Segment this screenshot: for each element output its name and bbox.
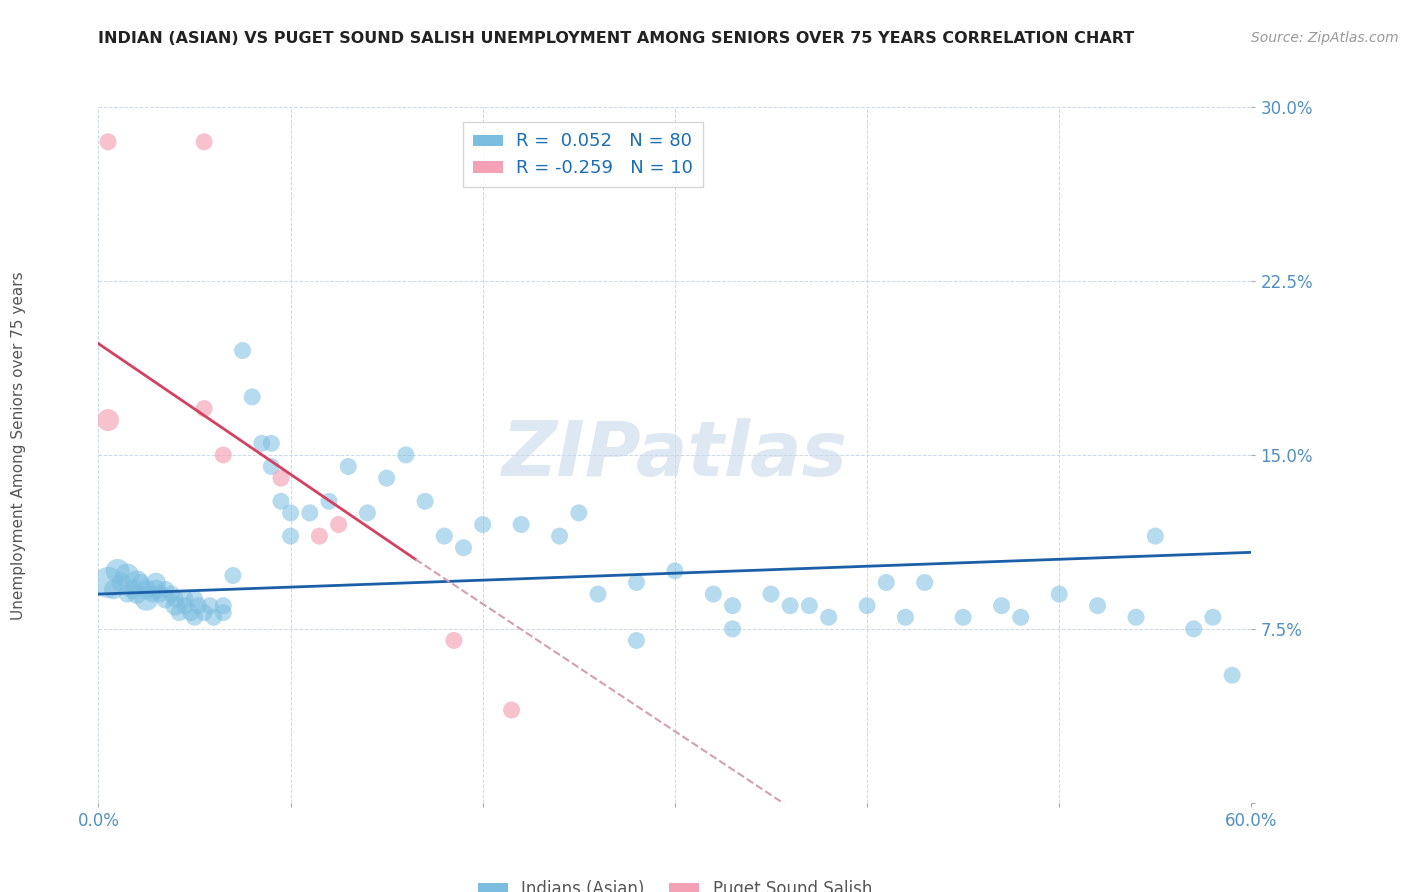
Point xyxy=(1125,610,1147,624)
Point xyxy=(167,606,190,620)
Point xyxy=(122,582,145,597)
Point xyxy=(222,568,245,582)
Point xyxy=(212,448,235,462)
Point xyxy=(337,459,360,474)
Point xyxy=(174,599,197,613)
Point xyxy=(990,599,1012,613)
Text: ZIPatlas: ZIPatlas xyxy=(502,418,848,491)
Point xyxy=(626,575,648,590)
Point xyxy=(328,517,350,532)
Point xyxy=(187,599,209,613)
Point xyxy=(395,448,418,462)
Point xyxy=(817,610,839,624)
Point xyxy=(97,135,120,149)
Point xyxy=(413,494,436,508)
Point xyxy=(117,587,138,601)
Point xyxy=(141,587,163,601)
Point xyxy=(145,575,167,590)
Point xyxy=(183,591,205,606)
Point xyxy=(165,591,187,606)
Point xyxy=(212,599,235,613)
Point xyxy=(135,582,157,597)
Point xyxy=(799,599,821,613)
Point xyxy=(129,575,152,590)
Point xyxy=(759,587,782,601)
Point xyxy=(270,494,292,508)
Point xyxy=(193,606,215,620)
Point xyxy=(135,591,157,606)
Point xyxy=(270,471,292,485)
Point xyxy=(779,599,801,613)
Text: Unemployment Among Seniors over 75 years: Unemployment Among Seniors over 75 years xyxy=(11,272,25,620)
Point xyxy=(165,599,187,613)
Point xyxy=(125,587,148,601)
Point xyxy=(318,494,340,508)
Point xyxy=(149,587,172,601)
Point xyxy=(1202,610,1225,624)
Point xyxy=(510,517,533,532)
Point xyxy=(453,541,475,555)
Point xyxy=(280,529,302,543)
Point xyxy=(1220,668,1243,682)
Point xyxy=(914,575,936,590)
Point xyxy=(117,568,138,582)
Point xyxy=(240,390,263,404)
Point xyxy=(103,582,125,597)
Text: Source: ZipAtlas.com: Source: ZipAtlas.com xyxy=(1251,31,1399,45)
Point xyxy=(212,606,235,620)
Point xyxy=(952,610,974,624)
Point xyxy=(1047,587,1070,601)
Point xyxy=(110,575,132,590)
Point xyxy=(183,610,205,624)
Point xyxy=(193,401,215,416)
Point xyxy=(260,459,283,474)
Point xyxy=(664,564,686,578)
Point xyxy=(125,575,148,590)
Point xyxy=(443,633,465,648)
Point xyxy=(626,633,648,648)
Point xyxy=(198,599,221,613)
Point xyxy=(308,529,330,543)
Point xyxy=(548,529,571,543)
Point xyxy=(1182,622,1205,636)
Point xyxy=(471,517,494,532)
Point xyxy=(180,606,202,620)
Point xyxy=(298,506,321,520)
Point xyxy=(356,506,378,520)
Point xyxy=(145,582,167,597)
Point xyxy=(155,591,177,606)
Point xyxy=(586,587,609,601)
Point xyxy=(375,471,398,485)
Point xyxy=(97,413,120,427)
Point xyxy=(433,529,456,543)
Point xyxy=(280,506,302,520)
Text: INDIAN (ASIAN) VS PUGET SOUND SALISH UNEMPLOYMENT AMONG SENIORS OVER 75 YEARS CO: INDIAN (ASIAN) VS PUGET SOUND SALISH UNE… xyxy=(98,31,1135,46)
Point xyxy=(721,622,744,636)
Point xyxy=(231,343,254,358)
Point xyxy=(202,610,225,624)
Point xyxy=(160,587,183,601)
Point xyxy=(894,610,917,624)
Point xyxy=(721,599,744,613)
Point xyxy=(1144,529,1167,543)
Point xyxy=(193,135,215,149)
Point xyxy=(155,582,177,597)
Point xyxy=(260,436,283,450)
Point xyxy=(501,703,523,717)
Point xyxy=(1010,610,1032,624)
Legend: Indians (Asian), Puget Sound Salish: Indians (Asian), Puget Sound Salish xyxy=(471,874,879,892)
Point xyxy=(97,575,120,590)
Point xyxy=(702,587,724,601)
Point xyxy=(568,506,591,520)
Point xyxy=(1087,599,1109,613)
Point xyxy=(107,564,129,578)
Point xyxy=(875,575,897,590)
Point xyxy=(174,591,197,606)
Point xyxy=(250,436,273,450)
Point xyxy=(856,599,879,613)
